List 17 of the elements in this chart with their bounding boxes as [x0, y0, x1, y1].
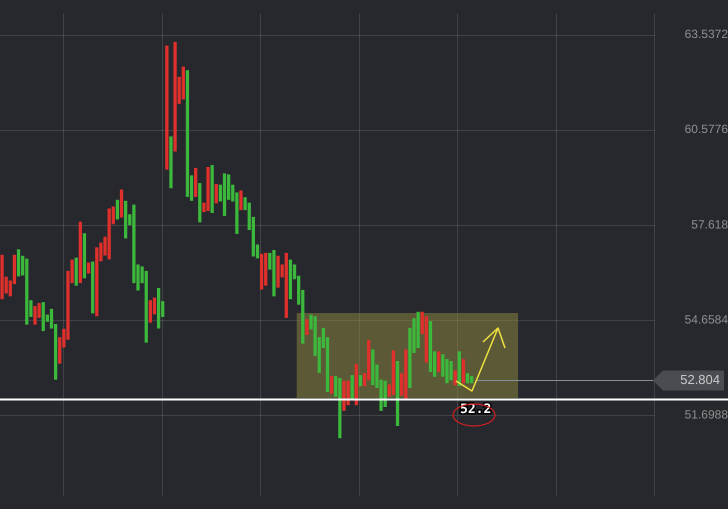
- candlestick: [454, 370, 457, 386]
- ref-line-label: 52.804: [680, 372, 720, 388]
- y-tick-label: 57.618: [691, 217, 728, 232]
- candlestick: [116, 200, 120, 220]
- y-tick-label: 51.6988: [684, 408, 728, 422]
- candlestick: [449, 360, 453, 380]
- candlestick: [437, 351, 440, 372]
- candlestick: [86, 262, 90, 274]
- candlestick: [358, 375, 362, 386]
- candlestick: [466, 373, 470, 384]
- y-tick-label: 54.6584: [684, 312, 728, 326]
- candlestick: [33, 306, 37, 325]
- y-tick-label: 60.5776: [684, 122, 728, 136]
- candlestick: [305, 319, 309, 335]
- candlestick: [239, 190, 243, 210]
- candlestick: [330, 376, 334, 394]
- y-tick-label: 63.5372: [684, 26, 728, 41]
